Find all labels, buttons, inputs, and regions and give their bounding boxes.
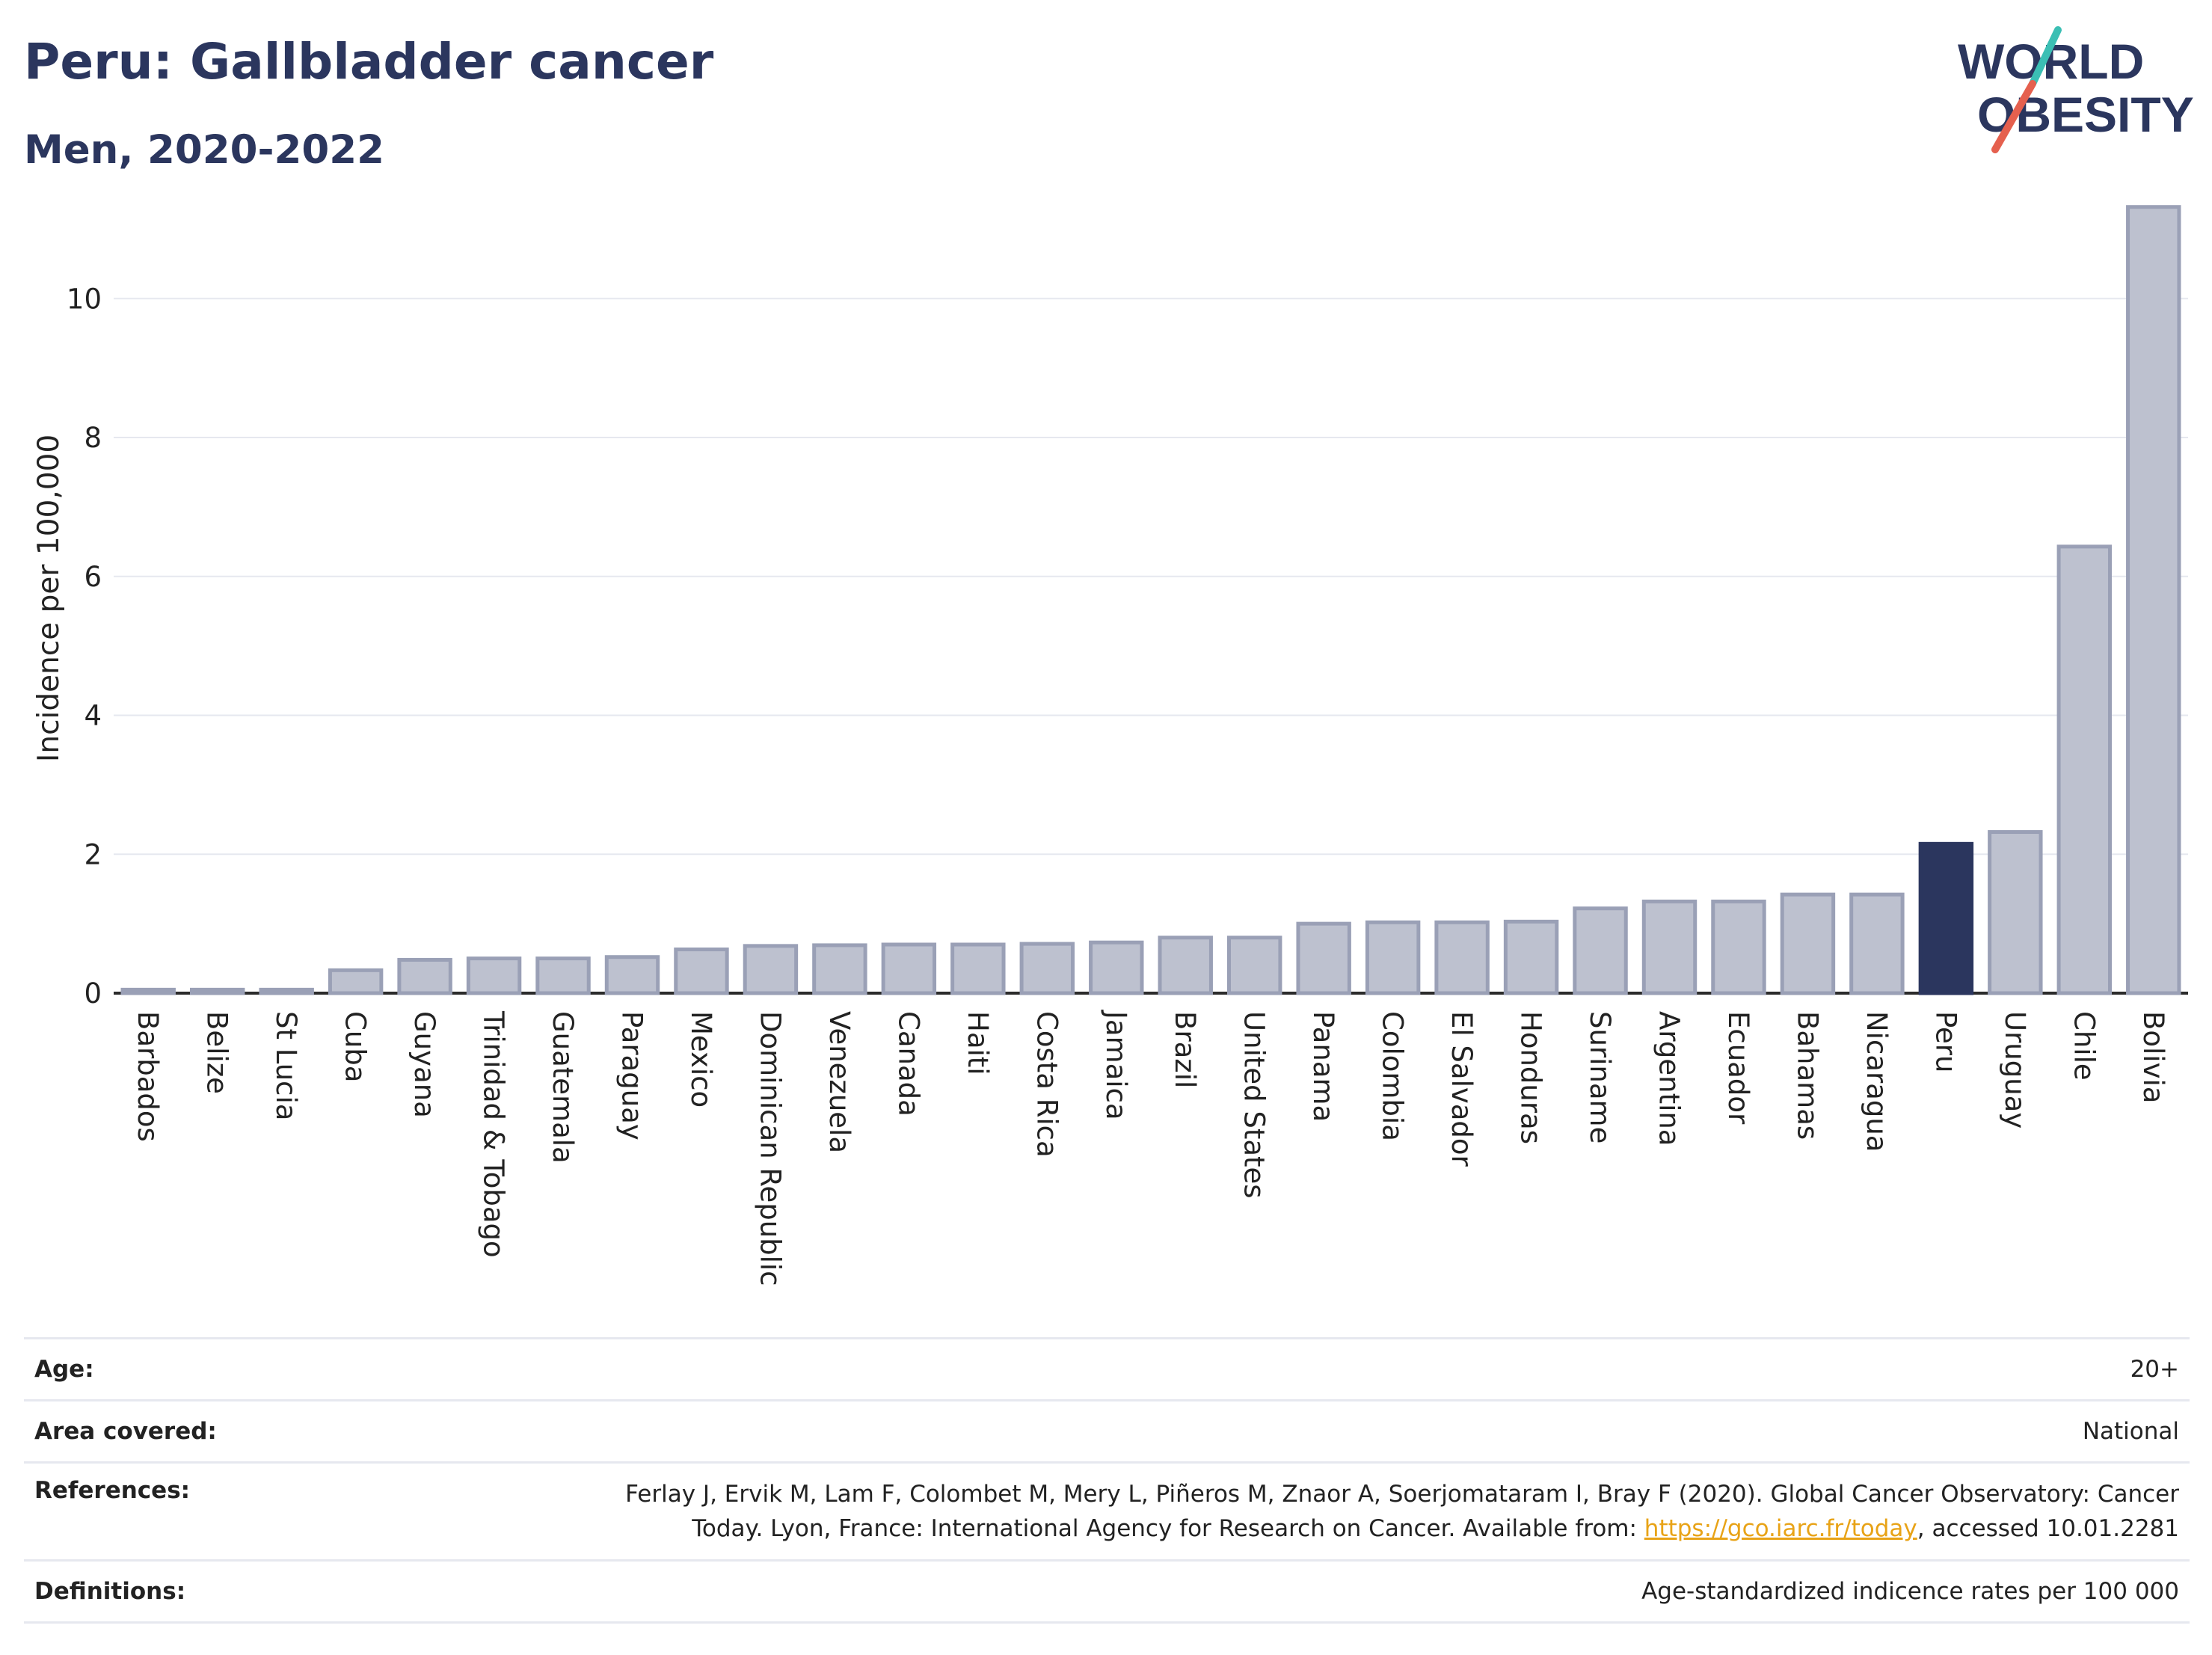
bar-peru (1918, 841, 1974, 995)
x-tick-label: Nicaragua (1861, 1011, 1893, 1152)
x-tick-labels: Barbados Belize St Lucia Cuba Guyana Trinidad… (132, 1010, 2169, 1286)
bar-costa-rica (1019, 942, 1075, 995)
bar-uruguay (1988, 830, 2043, 995)
y-tick-label: 8 (84, 422, 102, 454)
bar-mexico (674, 947, 729, 995)
bar-panama (1296, 921, 1351, 995)
bar-guyana (397, 957, 452, 995)
definitions-value: Age-standardized indicence rates per 100… (1641, 1578, 2179, 1605)
y-axis-title: Incidence per 100,000 (32, 435, 66, 762)
x-tick-label: Paraguay (616, 1011, 648, 1140)
x-tick-label: Venezuela (823, 1011, 855, 1153)
x-tick-label: Jamaica (1100, 1010, 1132, 1120)
references-value: Ferlay J, Ervik M, Lam F, Colombet M, Me… (571, 1477, 2179, 1546)
age-value: 20+ (2130, 1356, 2179, 1383)
bar-bahamas (1780, 892, 1836, 995)
bar-brazil (1158, 936, 1213, 995)
bar-bolivia (2126, 205, 2181, 995)
x-tick-label: Peru (1929, 1011, 1961, 1072)
bar-united-states (1226, 936, 1282, 995)
x-tick-label: United States (1238, 1011, 1271, 1199)
x-tick-label: Guyana (408, 1011, 440, 1118)
x-tick-label: Colombia (1377, 1011, 1409, 1141)
bar-colombia (1365, 920, 1421, 995)
meta-row-references: References: Ferlay J, Ervik M, Lam F, Co… (24, 1461, 2190, 1559)
x-tick-label: Costa Rica (1030, 1011, 1063, 1158)
y-tick-label: 4 (84, 700, 102, 732)
chart-title: Peru: Gallbladder cancer (24, 33, 714, 90)
x-tick-label: Argentina (1653, 1011, 1686, 1146)
area-label: Area covered: (34, 1418, 217, 1445)
bar-chile (2056, 544, 2113, 995)
bar-cuba (328, 968, 384, 995)
bar-trinidad-tobago (466, 957, 522, 995)
bar-el-salvador (1434, 920, 1490, 995)
references-accessed: , accessed 10.01.2281 (1917, 1515, 2179, 1542)
meta-row-age: Age: 20+ (24, 1337, 2190, 1399)
x-tick-label: Bahamas (1791, 1011, 1823, 1140)
x-tick-label: Honduras (1515, 1011, 1547, 1144)
x-tick-label: Panama (1307, 1011, 1339, 1122)
bar-chart: Barbados Belize St Lucia Cuba Guyana Trinidad… (32, 205, 2188, 1286)
x-tick-label: Mexico (685, 1011, 717, 1108)
references-link[interactable]: https://gco.iarc.fr/today (1644, 1515, 1917, 1542)
bar-barbados (120, 987, 176, 995)
x-tick-label: Bolivia (2137, 1011, 2169, 1103)
logo-slash-red (1991, 80, 2036, 153)
bar-jamaica (1089, 940, 1144, 995)
references-label: References: (34, 1477, 191, 1504)
x-tick-label: Suriname (1584, 1011, 1616, 1143)
x-tick-label: Canada (892, 1011, 924, 1117)
logo-slash-teal (2029, 26, 2062, 87)
y-tick-labels: 0 2 4 6 8 10 (67, 283, 102, 1010)
x-tick-label: Brazil (1169, 1011, 1201, 1088)
x-tick-label: Guatemala (547, 1011, 579, 1164)
definitions-label: Definitions: (34, 1578, 186, 1605)
x-tick-label: Cuba (340, 1011, 372, 1082)
bar-honduras (1503, 919, 1559, 995)
bar-suriname (1573, 906, 1628, 995)
x-tick-label: Dominican Republic (754, 1011, 786, 1286)
x-tick-label: Ecuador (1722, 1011, 1754, 1125)
bar-dominican-republic (743, 944, 799, 995)
y-tick-label: 0 (84, 977, 102, 1010)
grid-lines (114, 298, 2188, 995)
world-obesity-logo: WORLD OBESITY (1958, 26, 2194, 153)
area-value: National (2082, 1418, 2179, 1445)
bars (120, 205, 2181, 995)
x-tick-label: St Lucia (270, 1011, 302, 1120)
x-tick-label: El Salvador (1446, 1011, 1478, 1167)
bar-canada (881, 942, 937, 995)
bar-haiti (950, 942, 1006, 995)
meta-row-definitions: Definitions: Age-standardized indicence … (24, 1559, 2190, 1624)
bar-st-lucia (259, 987, 314, 995)
metadata-table: Age: 20+ Area covered: National Referenc… (24, 1337, 2190, 1624)
chart-subtitle: Men, 2020-2022 (24, 127, 385, 173)
bar-nicaragua (1849, 892, 1905, 995)
y-tick-label: 2 (84, 838, 102, 871)
bar-argentina (1641, 899, 1698, 995)
x-tick-label: Uruguay (1999, 1011, 2031, 1129)
x-tick-label: Haiti (962, 1011, 994, 1075)
bar-guatemala (535, 957, 591, 995)
bar-ecuador (1711, 899, 1766, 995)
age-label: Age: (34, 1356, 94, 1383)
bar-venezuela (812, 943, 867, 995)
x-tick-label: Barbados (132, 1011, 164, 1142)
x-tick-label: Belize (201, 1011, 233, 1094)
y-tick-label: 10 (67, 283, 102, 315)
bar-belize (189, 987, 245, 995)
y-tick-label: 6 (84, 561, 102, 593)
x-tick-label: Chile (2068, 1011, 2100, 1081)
bar-paraguay (604, 955, 660, 995)
x-tick-label: Trinidad & Tobago (478, 1010, 510, 1258)
meta-row-area: Area covered: National (24, 1399, 2190, 1461)
references-text: Ferlay J, Ervik M, Lam F, Colombet M, Me… (625, 1481, 2179, 1542)
